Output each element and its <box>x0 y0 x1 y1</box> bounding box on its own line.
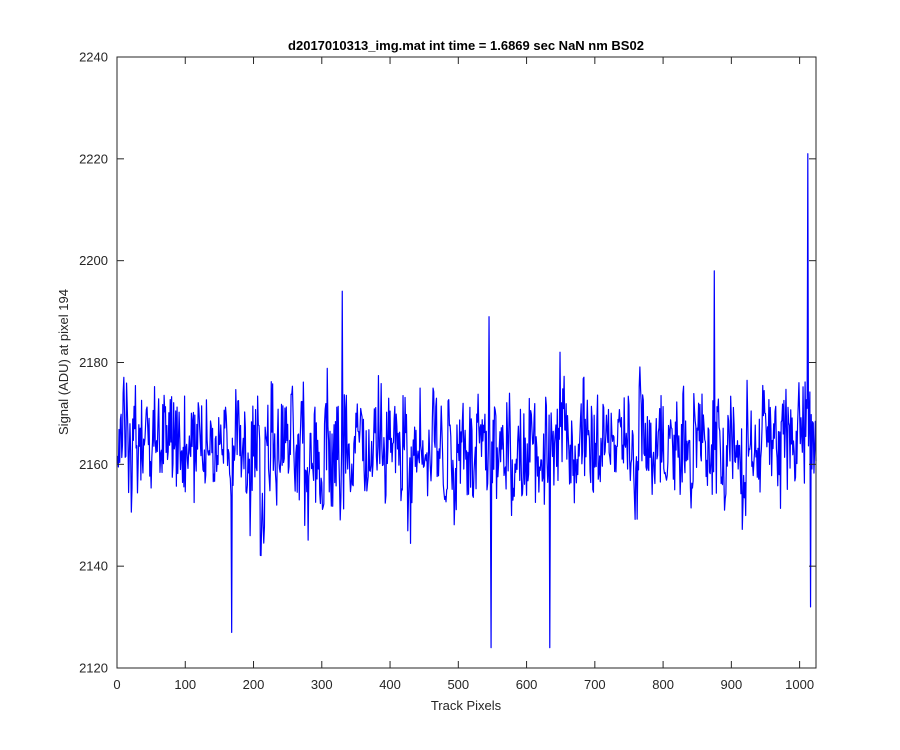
x-tick-label: 400 <box>379 677 401 692</box>
x-axis-label: Track Pixels <box>431 698 502 713</box>
y-tick-label: 2180 <box>79 355 108 370</box>
y-tick-label: 2160 <box>79 457 108 472</box>
series-layer <box>117 153 817 649</box>
y-tick-label: 2140 <box>79 559 108 574</box>
x-tick-label: 100 <box>174 677 196 692</box>
x-tick-label: 300 <box>311 677 333 692</box>
y-axis-label: Signal (ADU) at pixel 194 <box>56 289 71 435</box>
x-tick-label: 0 <box>113 677 120 692</box>
x-tick-label: 900 <box>721 677 743 692</box>
y-ticks: 2120 2140 2160 2180 2200 2220 2240 <box>79 50 816 676</box>
y-tick-label: 2220 <box>79 151 108 166</box>
x-tick-label: 800 <box>652 677 674 692</box>
y-tick-label: 2120 <box>79 661 108 676</box>
x-tick-label: 200 <box>243 677 265 692</box>
x-tick-label: 1000 <box>785 677 814 692</box>
chart-title: d2017010313_img.mat int time = 1.6869 se… <box>288 38 644 53</box>
x-ticks: 0 100 200 300 400 500 600 700 800 900 1000 <box>113 57 814 692</box>
y-tick-label: 2200 <box>79 253 108 268</box>
signal-series-line <box>117 153 817 649</box>
plot-area <box>117 57 816 668</box>
x-tick-label: 500 <box>447 677 469 692</box>
x-tick-label: 600 <box>516 677 538 692</box>
y-tick-label: 2240 <box>79 50 108 65</box>
x-tick-label: 700 <box>584 677 606 692</box>
